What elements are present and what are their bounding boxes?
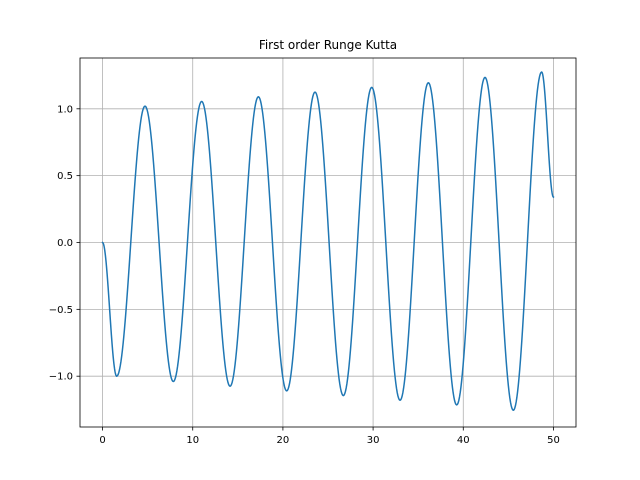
tick-layer: 0 10 20 30 40 50 −1.0 −0.5 0.0 0.5 1.0: [49, 104, 560, 446]
y-tick-label: −0.5: [49, 305, 73, 316]
y-tick-label: 0.5: [57, 171, 73, 182]
y-tick-label: 1.0: [57, 104, 73, 115]
x-tick-label: 50: [547, 435, 560, 446]
grid-layer: [80, 58, 576, 427]
y-tick-label: 0.0: [57, 238, 73, 249]
series-line: [101, 71, 555, 412]
series-layer: [101, 71, 555, 412]
x-tick-label: 40: [457, 435, 470, 446]
x-tick-label: 30: [367, 435, 380, 446]
x-tick-label: 20: [277, 435, 290, 446]
x-tick-label: 0: [99, 435, 105, 446]
x-tick-label: 10: [186, 435, 199, 446]
y-tick-label: −1.0: [49, 372, 73, 383]
chart-title: First order Runge Kutta: [259, 38, 397, 52]
